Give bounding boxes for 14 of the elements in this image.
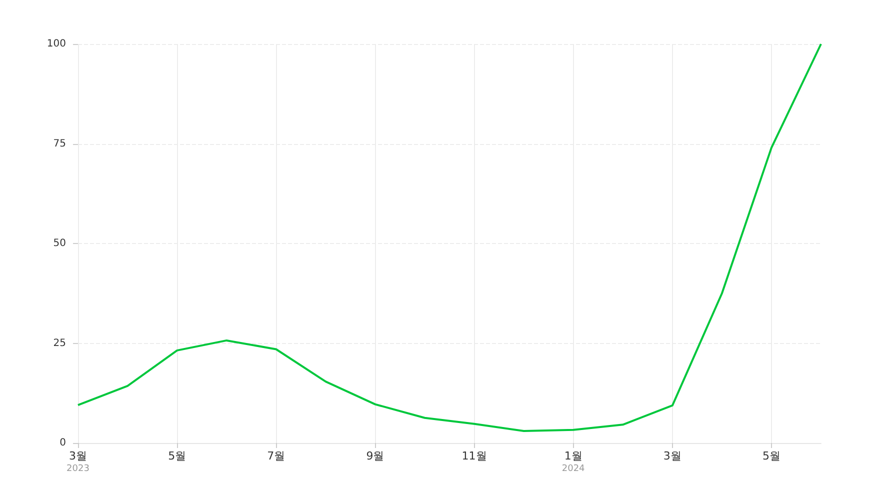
line-series [77, 43, 822, 432]
x-tick-label: 5월 [762, 450, 780, 462]
x-tick-label: 1월 2024 [562, 450, 586, 474]
x-tick-label: 11월 [462, 450, 487, 462]
x-tick-label: 9월 [366, 450, 384, 462]
x-tick-label: 5월 [168, 450, 186, 462]
y-tick-label: 0 [60, 438, 66, 448]
y-tick-label: 50 [53, 238, 66, 249]
y-tick-label: 25 [53, 338, 66, 349]
x-tick-label: 3월 2023 [66, 450, 90, 474]
x-tick-label: 7월 [267, 450, 286, 462]
y-tick-label: 100 [46, 38, 66, 50]
y-tick-label: 75 [53, 138, 66, 150]
x-tick-label: 3월 [663, 450, 682, 462]
